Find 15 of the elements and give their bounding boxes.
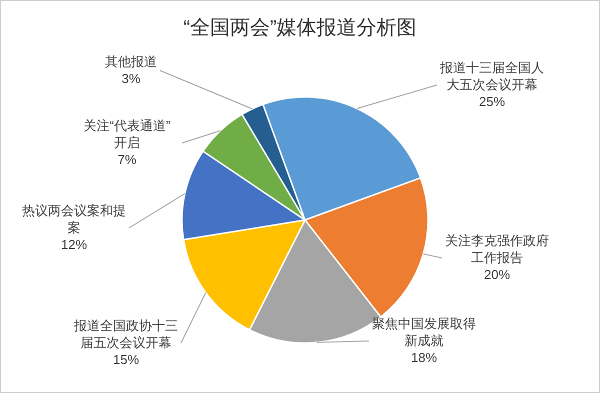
data-label: 20%	[484, 267, 510, 282]
slice-label: 聚焦中国发展取得新成就	[372, 316, 476, 348]
slice-label: 热议两会议案和提案	[22, 203, 126, 235]
data-label: 12%	[60, 237, 88, 252]
data-label: 25%	[478, 94, 506, 109]
slice-label: 关注李克强作政府工作报告	[445, 233, 549, 265]
data-label: 18%	[410, 350, 438, 365]
slice-label: 报道十三届全国人大五次会议开幕	[439, 60, 544, 92]
slice-label: 其他报道	[105, 54, 157, 69]
data-label: 7%	[118, 152, 137, 167]
data-label: 15%	[112, 352, 140, 367]
chart-title: “全国两会”媒体报道分析图	[183, 17, 417, 39]
slice-label: 报道全国政协十三届五次会议开幕	[73, 318, 178, 350]
data-label: 3%	[122, 71, 141, 86]
slice-label: 关注“代表通道”开启	[84, 118, 170, 150]
